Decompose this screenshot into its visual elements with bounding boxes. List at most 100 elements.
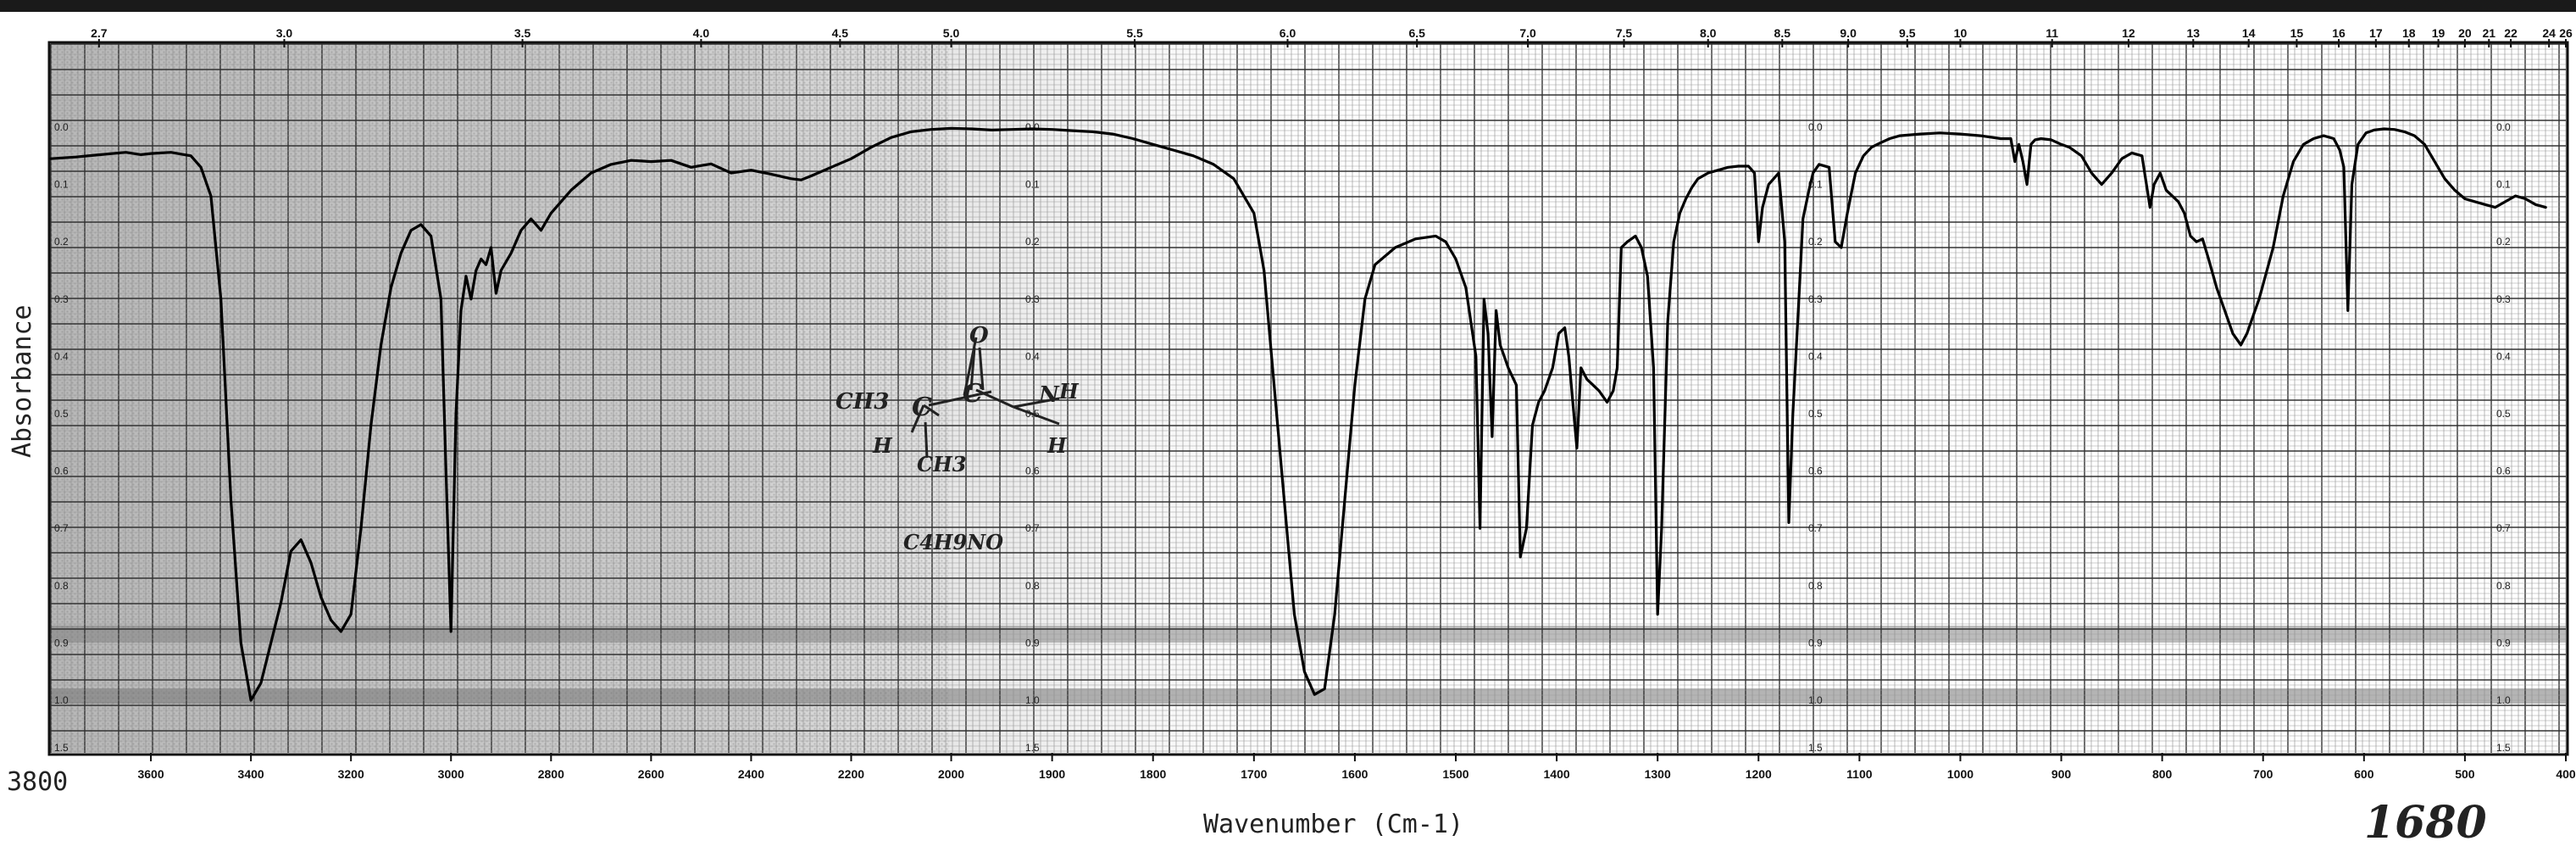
micron-tick-label: 22 <box>2504 26 2518 40</box>
svg-text:C: C <box>912 393 932 422</box>
absorbance-tick-label: 0.5 <box>2496 408 2511 420</box>
absorbance-tick-label: 1.0 <box>1808 694 1823 706</box>
micron-axis: 2.7 3.0 3.5 4.0 4.5 5.0 5.5 6.0 6.5 7.0 7.5 8.0 8.5 9… <box>91 26 2573 47</box>
absorbance-tick-label: 1.5 <box>2496 742 2511 754</box>
absorbance-tick-label: 0.3 <box>2496 293 2511 305</box>
micron-tick-label: 20 <box>2458 26 2472 40</box>
absorbance-tick-label: 0.6 <box>1808 465 1823 477</box>
absorbance-tick-label: 0.0 <box>54 121 69 133</box>
absorbance-tick-label: 0.7 <box>54 522 69 534</box>
micron-tick-label: 2.7 <box>91 26 108 40</box>
x-tick-label: 1300 <box>1645 767 1671 781</box>
micron-tick-label: 3.0 <box>276 26 293 40</box>
absorbance-tick-label: 1.0 <box>54 694 69 706</box>
absorbance-tick-label: 1.0 <box>2496 694 2511 706</box>
x-tick-label: 2200 <box>838 767 864 781</box>
spectrum-trace <box>49 126 2547 702</box>
x-tick-label: 3600 <box>137 767 164 781</box>
svg-text:H: H <box>872 433 893 458</box>
absorbance-tick-label: 0.4 <box>54 350 69 362</box>
x-tick-label: 3000 <box>438 767 464 781</box>
micron-tick-label: 19 <box>2432 26 2446 40</box>
x-tick-label: 1000 <box>1947 767 1974 781</box>
absorbance-tick-label: 0.5 <box>1808 408 1823 420</box>
y-axis-title: Absorbance <box>8 304 37 458</box>
absorbance-tick-label: 0.8 <box>54 580 69 592</box>
x-tick-label: 1100 <box>1846 767 1873 781</box>
micron-tick-label: 26 <box>2559 26 2573 40</box>
micron-tick-label: 9.0 <box>1840 26 1857 40</box>
absorbance-tick-label: 0.2 <box>2496 236 2511 248</box>
micron-tick-label: 8.5 <box>1774 26 1791 40</box>
absorbance-tick-label: 1.0 <box>1025 694 1040 706</box>
absorbance-tick-label: 0.4 <box>1025 350 1040 362</box>
wavenumber-axis: 3600 3400 3200 3000 2800 2600 2400 2200 2000 1900… <box>137 753 2576 781</box>
absorbance-tick-label: 0.0 <box>1025 121 1040 133</box>
absorbance-tick-label: 1.5 <box>1025 742 1040 754</box>
micron-tick-label: 6.5 <box>1408 26 1425 40</box>
x-tick-label: 2400 <box>738 767 764 781</box>
svg-text:C: C <box>963 379 983 409</box>
x-tick-label: 800 <box>2152 767 2173 781</box>
micron-tick-label: 21 <box>2482 26 2496 40</box>
absorbance-tick-label: 1.5 <box>54 742 69 754</box>
structure-sketch: O C C CH3 N H H H CH3 C4H9NO <box>836 323 1080 554</box>
absorbance-tick-label: 0.7 <box>1808 522 1823 534</box>
spectrum-series <box>49 126 2547 702</box>
micron-tick-label: 9.5 <box>1899 26 1916 40</box>
micron-tick-label: 12 <box>2122 26 2135 40</box>
absorbance-tick-label: 0.9 <box>1808 637 1823 649</box>
svg-text:O: O <box>969 323 989 348</box>
svg-text:C4H9NO: C4H9NO <box>903 530 1003 554</box>
x-tick-label: 1500 <box>1442 767 1468 781</box>
x-tick-label: 600 <box>2354 767 2374 781</box>
absorbance-tick-label: 0.9 <box>1025 637 1040 649</box>
x-tick-label: 1400 <box>1544 767 1570 781</box>
svg-text:CH3: CH3 <box>836 389 889 415</box>
x-tick-label: 700 <box>2253 767 2273 781</box>
micron-tick-label: 5.5 <box>1126 26 1143 40</box>
absorbance-tick-label: 0.2 <box>1808 236 1823 248</box>
absorbance-tick-label: 0.5 <box>54 408 69 420</box>
micron-tick-label: 8.0 <box>1700 26 1717 40</box>
micron-tick-label: 18 <box>2402 26 2416 40</box>
absorbance-tick-label: 0.6 <box>1025 465 1040 477</box>
absorbance-tick-label: 0.1 <box>54 179 69 191</box>
micron-tick-label: 14 <box>2242 26 2256 40</box>
absorbance-tick-label: 0.3 <box>1025 293 1040 305</box>
absorbance-tick-label: 0.6 <box>2496 465 2511 477</box>
x-tick-label: 1900 <box>1039 767 1065 781</box>
first-x-tick-label: 3800 <box>7 767 68 797</box>
absorbance-tick-label: 0.1 <box>1025 179 1040 191</box>
absorbance-tick-label: 0.9 <box>2496 637 2511 649</box>
x-tick-label: 2000 <box>938 767 964 781</box>
micron-tick-label: 7.5 <box>1616 26 1633 40</box>
x-tick-label: 500 <box>2455 767 2475 781</box>
handwritten-page-number: 1680 <box>2364 797 2487 841</box>
absorbance-tick-label: 0.2 <box>1025 236 1040 248</box>
plot-area <box>47 41 2569 756</box>
x-tick-label: 1700 <box>1241 767 1267 781</box>
absorbance-tick-label: 0.3 <box>1808 293 1823 305</box>
x-tick-label: 900 <box>2051 767 2072 781</box>
x-tick-label: 1800 <box>1140 767 1166 781</box>
absorbance-tick-label: 0.7 <box>1025 522 1040 534</box>
x-axis-title: Wavenumber (Cm-1) <box>1203 810 1463 839</box>
x-tick-label: 1200 <box>1746 767 1772 781</box>
svg-text:H: H <box>1046 433 1068 458</box>
top-band <box>0 0 2576 12</box>
absorbance-tick-label: 0.0 <box>2496 121 2511 133</box>
micron-tick-label: 15 <box>2290 26 2304 40</box>
x-tick-label: 3400 <box>238 767 264 781</box>
absorbance-tick-label: 0.9 <box>54 637 69 649</box>
svg-text:H: H <box>1058 379 1080 404</box>
micron-tick-label: 24 <box>2542 26 2556 40</box>
micron-tick-label: 4.0 <box>693 26 710 40</box>
absorbance-tick-label: 0.4 <box>1808 350 1823 362</box>
dark-band-lower <box>51 688 2566 704</box>
absorbance-tick-label: 0.0 <box>1808 121 1823 133</box>
micron-tick-label: 7.0 <box>1519 26 1536 40</box>
x-tick-label: 400 <box>2556 767 2576 781</box>
absorbance-tick-label: 0.8 <box>1808 580 1823 592</box>
svg-text:CH3: CH3 <box>917 452 966 476</box>
